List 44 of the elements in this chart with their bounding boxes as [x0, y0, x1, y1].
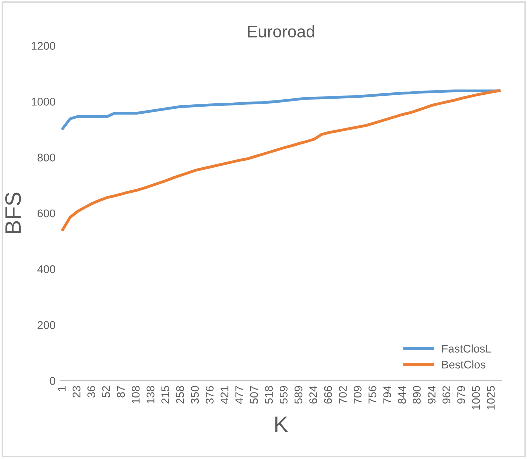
x-tick-label: 962: [442, 386, 451, 404]
y-tick-label: 0: [50, 377, 56, 386]
y-tick-label: 400: [38, 266, 56, 274]
x-tick-label: 1: [58, 386, 66, 392]
x-tick-label: 890: [413, 386, 421, 404]
x-tick-label: 756: [368, 386, 377, 404]
x-tick-label: 518: [265, 386, 274, 404]
x-axis-title: K: [276, 416, 288, 432]
x-tick-label: 52: [102, 386, 110, 398]
x-tick-label: 138: [146, 386, 155, 404]
x-tick-label: 559: [280, 386, 288, 404]
x-tick-label: 589: [294, 386, 303, 404]
x-tick-label: 376: [206, 386, 214, 404]
x-tick-label: 979: [458, 386, 466, 404]
x-tick-label: 87: [117, 386, 126, 398]
x-tick-label: 108: [132, 386, 140, 404]
x-tick-label: 794: [384, 386, 392, 404]
y-tick-label: 800: [38, 154, 56, 162]
y-tick-label: 1200: [32, 42, 56, 50]
x-tick-label: 350: [191, 386, 200, 404]
x-tick-label: 258: [176, 386, 184, 404]
x-tick-label: 709: [354, 386, 362, 404]
legend-label: BestClos: [442, 360, 486, 369]
line-series: [62, 89, 501, 232]
line-series: [62, 90, 501, 130]
x-tick-label: 624: [310, 386, 318, 404]
x-tick-label: 924: [428, 386, 436, 404]
chart-title: Euroroad: [248, 25, 314, 38]
x-tick-label: 1005: [472, 386, 480, 410]
y-tick-label: 200: [38, 321, 56, 330]
x-tick-label: 702: [339, 386, 348, 404]
x-tick-label: 507: [250, 386, 258, 404]
x-tick-label: 666: [324, 386, 332, 404]
x-tick-label: 215: [162, 386, 170, 404]
y-tick-label: 600: [38, 210, 56, 218]
x-tick-label: 1025: [487, 386, 495, 410]
legend-label: FastClosL: [442, 344, 492, 353]
y-tick-label: 1000: [32, 98, 56, 106]
x-tick-label: 477: [236, 386, 244, 404]
x-tick-label: 844: [398, 386, 406, 404]
x-tick-label: 36: [88, 386, 96, 398]
y-axis-title: BFS: [5, 192, 22, 234]
x-tick-label: 23: [72, 386, 81, 398]
x-tick-label: 421: [220, 386, 229, 404]
